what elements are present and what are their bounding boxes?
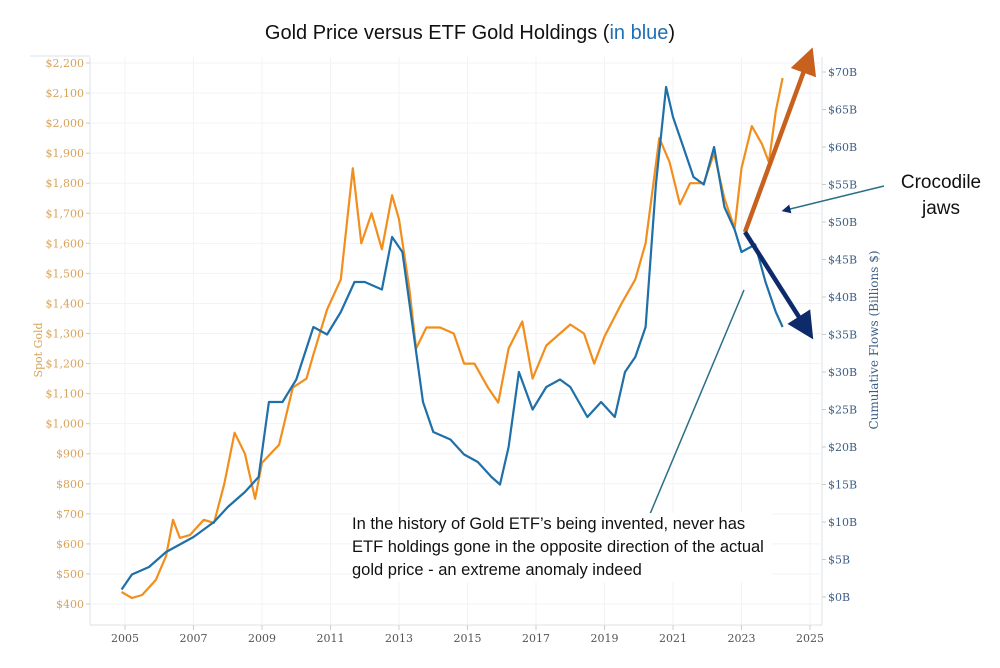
y-tick-right-label: $15B (828, 479, 857, 492)
y-tick-left-label: $1,700 (46, 207, 85, 220)
x-tick-label: 2007 (180, 632, 208, 645)
y-tick-left-label: $1,900 (46, 147, 85, 160)
y-tick-right-label: $0B (828, 591, 850, 604)
anomaly-note: In the history of Gold ETF’s being inven… (352, 513, 772, 582)
x-tick-label: 2019 (591, 632, 619, 645)
x-tick-label: 2017 (522, 632, 550, 645)
y-tick-left-label: $2,200 (46, 57, 85, 70)
y-tick-right-label: $60B (828, 141, 857, 154)
y-tick-left-label: $1,600 (46, 237, 85, 250)
x-tick-label: 2013 (385, 632, 413, 645)
gold-price-line (121, 77, 784, 600)
y-tick-right-label: $45B (828, 254, 857, 267)
y-tick-right-label: $55B (828, 179, 857, 192)
y-tick-left-label: $900 (56, 448, 84, 461)
y-tick-right-label: $70B (828, 66, 857, 79)
y-tick-left-label: $400 (56, 598, 84, 611)
y-tick-left-label: $2,000 (46, 117, 85, 130)
crocodile-annotation: Crocodile jaws (900, 172, 982, 219)
chart-title: Gold Price versus ETF Gold Holdings (in … (0, 22, 940, 45)
y-tick-left-label: $1,200 (46, 358, 85, 371)
x-tick-label: 2021 (659, 632, 687, 645)
y-tick-right-label: $65B (828, 104, 857, 117)
title-text: Gold Price versus ETF Gold Holdings ( (264, 22, 610, 44)
x-tick-label: 2011 (317, 632, 345, 645)
y-tick-right-label: $25B (828, 404, 857, 417)
y-tick-right-label: $20B (828, 441, 857, 454)
title-highlight: in blue (609, 22, 669, 44)
y-tick-left-label: $1,100 (46, 388, 85, 401)
y-tick-right-label: $30B (828, 366, 857, 379)
x-tick-label: 2015 (454, 632, 482, 645)
y-tick-left-label: $700 (56, 508, 84, 521)
y-axis-right-label: Cumulative Flows (Billions $) (867, 250, 881, 429)
x-tick-label: 2023 (728, 632, 756, 645)
note-callout-line (649, 289, 745, 515)
y-tick-left-label: $1,500 (46, 267, 85, 280)
y-tick-left-label: $800 (56, 478, 84, 491)
y-tick-left-label: $1,300 (46, 328, 85, 341)
y-tick-left-label: $1,000 (46, 418, 85, 431)
up-arrow (742, 47, 817, 233)
y-tick-right-label: $5B (828, 554, 850, 567)
title-suffix: ) (668, 22, 676, 44)
y-tick-left-label: $1,400 (46, 297, 85, 310)
x-tick-label: 2005 (111, 632, 139, 645)
down-arrow (743, 230, 814, 340)
y-tick-left-label: $600 (56, 538, 84, 551)
y-tick-left-label: $1,800 (46, 177, 85, 190)
y-tick-right-label: $35B (828, 329, 857, 342)
y-tick-right-label: $40B (828, 291, 857, 304)
y-axis-left-label: Spot Gold (32, 322, 45, 377)
crocodile-callout-line (781, 185, 885, 214)
x-tick-label: 2025 (796, 632, 824, 645)
y-tick-left-label: $2,100 (46, 87, 85, 100)
y-tick-left-label: $500 (56, 568, 84, 581)
y-tick-right-label: $10B (828, 516, 857, 529)
y-tick-right-label: $50B (828, 216, 857, 229)
x-tick-label: 2009 (248, 632, 276, 645)
